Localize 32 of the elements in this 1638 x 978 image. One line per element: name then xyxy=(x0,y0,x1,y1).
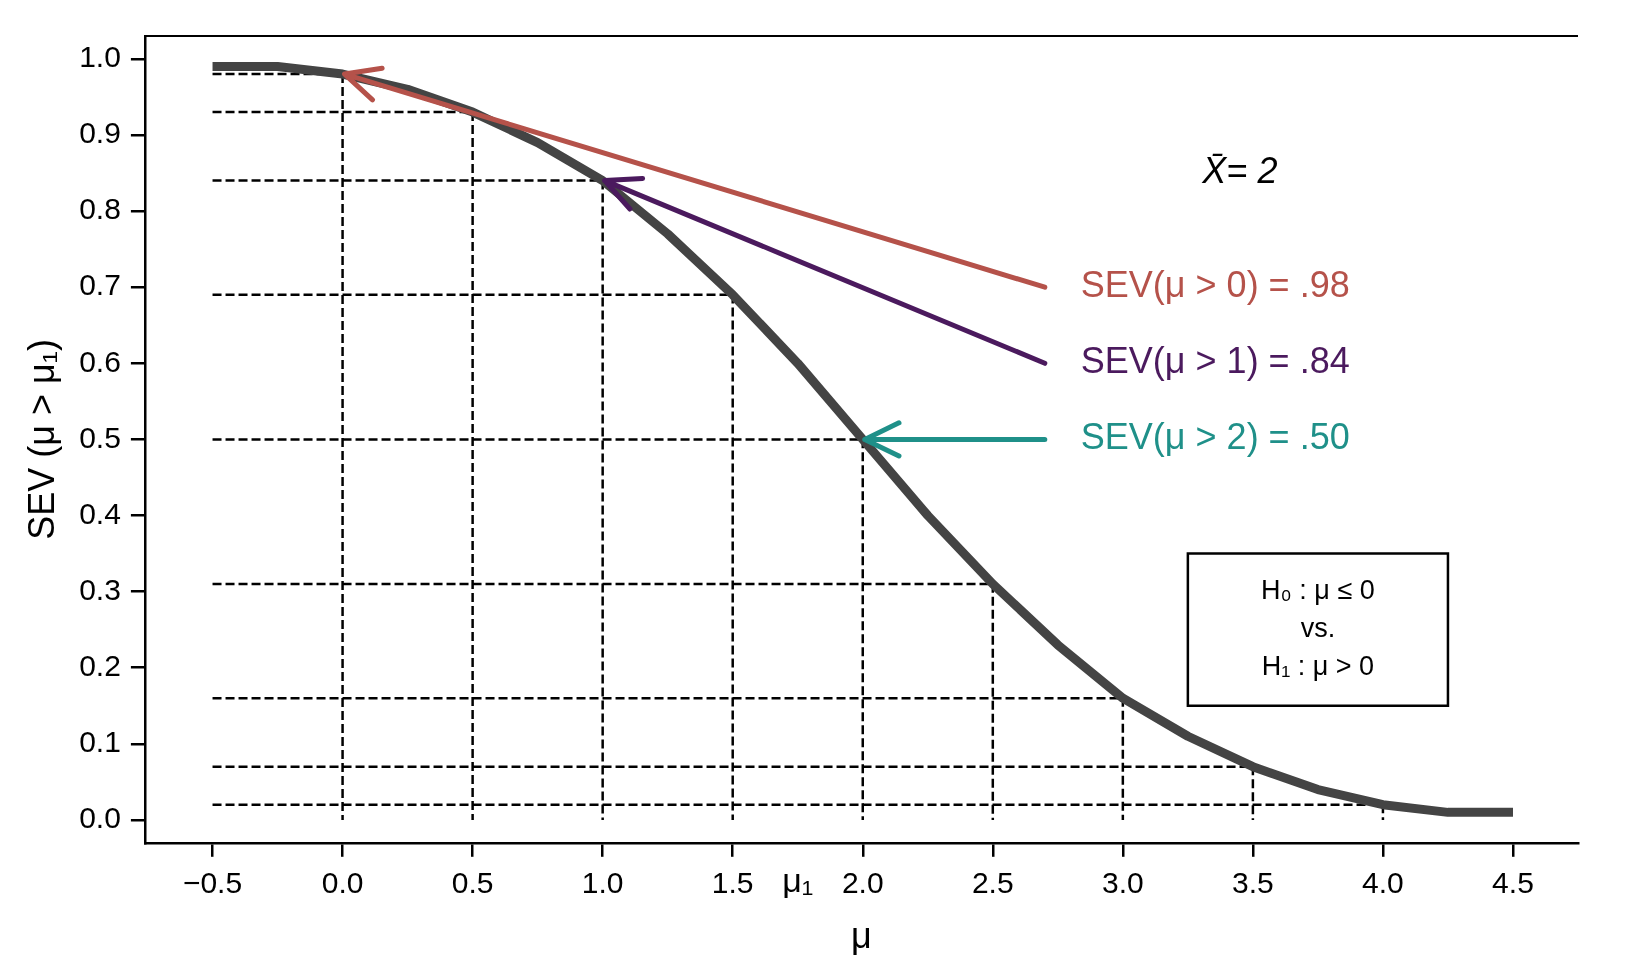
annotation: SEV(μ > 2) = .50 xyxy=(1080,416,1350,458)
y-tick-label: 0.1 xyxy=(79,725,121,759)
x-tick-label: 4.5 xyxy=(1492,866,1534,900)
x-tick-label: 1.0 xyxy=(581,866,624,900)
x-tick-label: 4.0 xyxy=(1362,866,1404,900)
y-tick-label: 0.9 xyxy=(79,116,121,150)
x-axis-title: μ xyxy=(851,915,872,957)
y-tick-label: 0.4 xyxy=(79,496,121,530)
annotation: H₁ : μ > 0 xyxy=(1261,651,1375,682)
y-axis-title: SEV (μ > μ₁) xyxy=(20,339,62,540)
y-tick-label: 0.2 xyxy=(79,649,121,683)
text: μ₁ xyxy=(782,861,814,900)
x-tick-label: 3.0 xyxy=(1101,866,1144,900)
annotation: vs. xyxy=(1300,613,1336,644)
y-tick-label: 0.3 xyxy=(79,572,121,606)
y-tick-label: 0.8 xyxy=(79,192,121,226)
annotation: SEV(μ > 0) = .98 xyxy=(1080,264,1350,306)
x-tick-label: 2.5 xyxy=(971,866,1014,900)
x-tick-label: 3.5 xyxy=(1232,866,1274,900)
x-tick-label: −0.5 xyxy=(182,866,243,900)
x-tick-label: 0.5 xyxy=(451,866,494,900)
annotation: H₀ : μ ≤ 0 xyxy=(1261,575,1375,606)
y-tick-label: 0.6 xyxy=(79,344,121,378)
x-tick-label: 2.0 xyxy=(841,866,884,900)
y-tick-label: 1.0 xyxy=(79,40,121,74)
x-tick-label: 1.5 xyxy=(711,866,754,900)
x-tick-label: 0.0 xyxy=(321,866,364,900)
annotation: X̄= 2 xyxy=(1201,150,1278,192)
y-tick-label: 0.5 xyxy=(79,420,121,454)
annotation: SEV(μ > 1) = .84 xyxy=(1080,340,1350,382)
y-tick-label: 0.0 xyxy=(79,801,121,835)
y-tick-label: 0.7 xyxy=(79,268,121,302)
